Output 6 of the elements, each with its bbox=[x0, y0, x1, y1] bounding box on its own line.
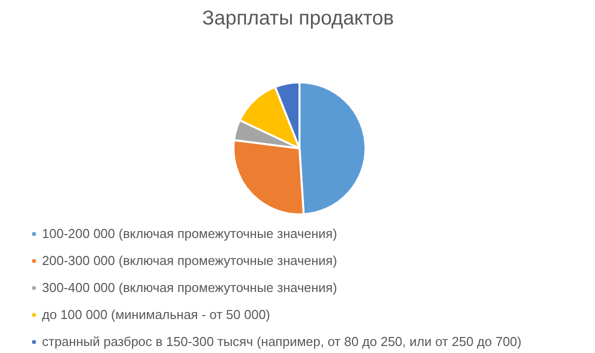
chart-title: Зарплаты продактов bbox=[202, 8, 394, 30]
legend-label: 300-400 000 (включая промежуточные значения) bbox=[42, 279, 338, 295]
legend-label: странный разброс в 150-300 тысяч (например, от 80 до 250, или от 250 до 700) bbox=[42, 333, 522, 349]
legend-label: 200-300 000 (включая промежуточные значения) bbox=[42, 252, 338, 268]
legend-label: 100-200 000 (включая промежуточные значения) bbox=[42, 225, 338, 241]
legend-label: до 100 000 (минимальная - от 50 000) bbox=[42, 306, 270, 322]
